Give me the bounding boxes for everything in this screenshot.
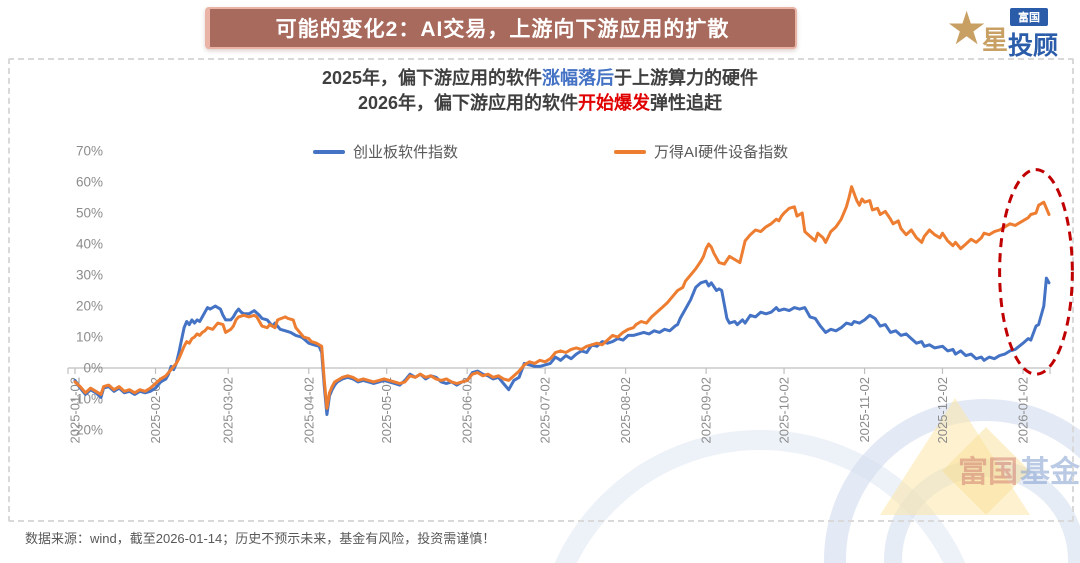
subtitle-line-2: 2026年，偏下游应用的软件开始爆发弹性追赶 (0, 91, 1080, 116)
subtitle-text: 2025年，偏下游应用的软件 (321, 68, 543, 88)
x-axis-label: 2025-01-02 (68, 377, 83, 444)
y-axis-label: 40% (76, 237, 103, 252)
y-axis-label: -20% (71, 423, 103, 438)
y-axis-label: 70% (76, 144, 103, 159)
legend-label: 万得AI硬件设备指数 (654, 144, 789, 161)
y-axis-label: 20% (76, 299, 103, 314)
watermark-text: 富国基金 (958, 455, 1080, 489)
logo-text: 投顾 (1008, 32, 1059, 60)
x-axis-label: 2025-05-02 (379, 377, 394, 444)
legend-swatch-orange (614, 149, 646, 154)
x-axis-label: 2025-04-02 (301, 377, 316, 444)
subtitle-highlight-blue: 涨幅落后 (542, 68, 615, 88)
x-axis-label: 2025-07-02 (538, 377, 553, 444)
y-axis-label: 0% (83, 361, 103, 376)
legend-item-ai-hardware-index: 万得AI硬件设备指数 (614, 141, 788, 162)
y-axis-label: 60% (76, 175, 103, 190)
legend-label: 创业板软件指数 (353, 144, 459, 161)
series-line-blue (73, 276, 1051, 416)
highlight-ellipse (998, 168, 1074, 376)
watermark-diamond (942, 427, 1030, 515)
x-axis-label: 2025-06-02 (460, 377, 475, 444)
subtitle-text: 于上游算力的硬件 (614, 68, 759, 88)
legend-item-software-index: 创业板软件指数 (313, 141, 458, 162)
page-title: 可能的变化2：AI交易，上游向下游应用的扩散 (275, 18, 730, 41)
legend-swatch-blue (313, 149, 345, 154)
chart-subtitle: 2025年，偏下游应用的软件涨幅落后于上游算力的硬件 2026年，偏下游应用的软… (0, 66, 1080, 116)
x-axis-label: 2025-11-02 (857, 377, 872, 443)
y-axis-label: 10% (76, 330, 103, 345)
y-axis-label: 30% (76, 268, 103, 283)
brand-logo: ★ 星 富国 投顾 (946, 2, 1074, 60)
series-line-orange (73, 185, 1051, 410)
x-axis-label: 2025-03-02 (221, 377, 236, 444)
watermark-arc (554, 430, 966, 563)
watermark-arc (824, 399, 1080, 563)
x-axis-label: 2025-02-02 (148, 377, 163, 444)
subtitle-text: 2026年，偏下游应用的软件 (357, 93, 579, 113)
subtitle-line-1: 2025年，偏下游应用的软件涨幅落后于上游算力的硬件 (0, 66, 1080, 91)
x-axis-label: 2025-10-02 (777, 377, 792, 444)
x-axis-label: 2025-08-02 (618, 377, 633, 444)
subtitle-text: 弹性追赶 (650, 93, 723, 113)
title-banner: 可能的变化2：AI交易，上游向下游应用的扩散 (205, 7, 797, 49)
x-axis-label: 2026-01-02 (1016, 377, 1031, 444)
x-axis-label: 2025-09-02 (699, 377, 714, 444)
x-axis-label: 2025-12-02 (935, 377, 950, 444)
source-note: 数据来源：wind，截至2026-01-14；历史不预示未来，基金有风险，投资需… (25, 531, 496, 546)
watermark-triangle (880, 398, 1030, 515)
logo-badge: 富国 (1010, 8, 1048, 26)
subtitle-highlight-red: 开始爆发 (578, 93, 651, 113)
y-axis-label: 50% (76, 206, 103, 221)
star-icon: ★ (946, 2, 988, 54)
logo-star-char: 星 (982, 25, 1009, 55)
y-axis-label: -10% (71, 392, 103, 407)
